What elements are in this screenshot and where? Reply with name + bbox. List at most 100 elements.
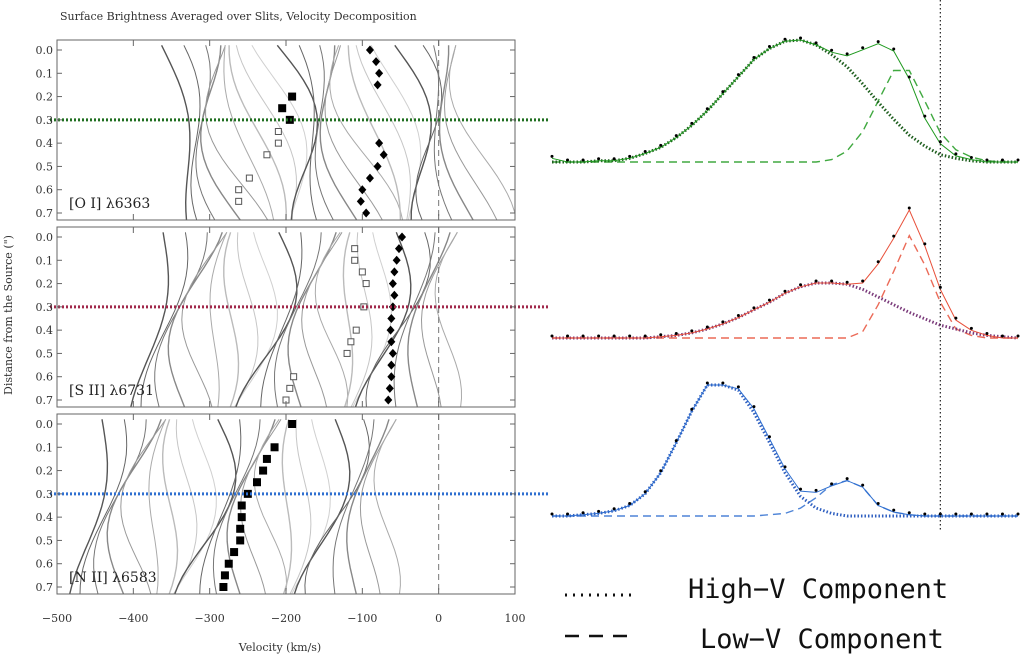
- spectrum-data-point: [612, 157, 616, 161]
- high-v-marker: [219, 583, 228, 591]
- spectrum-data-point: [907, 206, 911, 210]
- y-tick-label: 0.7: [36, 207, 54, 220]
- open-square-marker: [263, 151, 271, 159]
- low-v-marker: [373, 80, 382, 90]
- spectrum-data-point: [628, 334, 632, 338]
- panel-frame: [56, 39, 516, 221]
- high-v-marker: [224, 559, 233, 568]
- y-tick-label: 0.7: [36, 394, 54, 407]
- low-v-marker: [394, 244, 403, 254]
- high-v-marker: [236, 524, 245, 533]
- spectrum-data-point: [752, 306, 756, 310]
- spectrum-data-point: [830, 279, 834, 283]
- x-axis-label: Velocity (km/s): [238, 641, 321, 654]
- spectrum-data-point: [969, 156, 973, 160]
- low-v-marker: [390, 267, 399, 277]
- spectrum-data-point: [566, 158, 570, 162]
- spectrum-data-point: [674, 331, 678, 335]
- spectrum-data-point: [845, 477, 849, 481]
- low-v-marker: [358, 185, 367, 195]
- high-v-marker: [285, 115, 294, 124]
- high-v-marker: [259, 466, 268, 475]
- open-square-marker: [352, 326, 360, 334]
- low-v-marker: [365, 173, 374, 183]
- high-v-component-curve: [552, 383, 1018, 518]
- y-tick-label: 0.4: [36, 511, 54, 524]
- spectrum-data-point: [581, 511, 585, 515]
- spectrum-data-point: [674, 134, 678, 138]
- y-tick-label: 0.3: [36, 488, 54, 501]
- spectrum-data-point: [814, 279, 818, 283]
- spectrum-data-point: [659, 469, 663, 473]
- y-tick-label: 0.6: [36, 558, 54, 571]
- panel-frame: [56, 226, 516, 408]
- spectrum-data-point: [814, 41, 818, 45]
- spectrum-data-point: [969, 512, 973, 516]
- legend-high-v-label: High−V Component: [688, 574, 948, 605]
- spectrum-data-point: [767, 435, 771, 439]
- spectrum-data-point: [659, 143, 663, 147]
- spectrum-data-point: [938, 140, 942, 144]
- low-v-marker: [373, 161, 382, 171]
- spectrum-data-point: [643, 149, 647, 153]
- spectrum-data-point: [690, 121, 694, 125]
- y-tick-label: 0.4: [36, 137, 54, 150]
- spectrum-data-point: [814, 488, 818, 492]
- high-v-marker: [236, 536, 245, 545]
- open-square-marker: [235, 186, 243, 194]
- y-tick-label: 0.0: [36, 418, 54, 431]
- spectrum-data-point: [752, 405, 756, 409]
- spectrum-data-point: [938, 512, 942, 516]
- spectrum-data-point: [923, 114, 927, 118]
- open-square-marker: [343, 349, 351, 357]
- y-tick-label: 0.2: [36, 465, 54, 478]
- spectrum-data-point: [705, 107, 709, 111]
- low-v-marker: [390, 290, 399, 300]
- open-square-marker: [358, 268, 366, 276]
- y-tick-label: 0.1: [36, 254, 54, 267]
- spectrum-data-point: [799, 283, 803, 287]
- spectrum-data-point: [923, 512, 927, 516]
- spectrum-data-point: [736, 314, 740, 318]
- low-v-marker: [387, 372, 396, 382]
- spectrum-fit-curve: [551, 39, 1018, 163]
- low-v-marker: [385, 383, 394, 393]
- high-v-marker: [278, 104, 287, 113]
- low-v-marker: [386, 325, 395, 335]
- low-v-component-curve: [552, 69, 1018, 163]
- high-v-marker: [220, 571, 229, 580]
- spectrum-fit-curve: [552, 208, 1018, 339]
- x-tick-label: −500: [42, 612, 72, 625]
- spectrum-data-point: [892, 234, 896, 238]
- panel-line-label: [N II] λ6583: [69, 570, 157, 586]
- x-tick-label: 0: [435, 612, 442, 625]
- spectrum-data-point: [799, 36, 803, 40]
- open-square-marker: [290, 373, 298, 381]
- y-tick-label: 0.3: [36, 301, 54, 314]
- spectrum-data-point: [861, 46, 865, 50]
- spectrum-data-point: [876, 502, 880, 506]
- open-square-marker: [286, 384, 294, 392]
- spectrum-data-point: [861, 279, 865, 283]
- spectrum-data-point: [845, 280, 849, 284]
- spectrum-data-point: [550, 154, 554, 158]
- open-square-marker: [274, 128, 282, 135]
- spectrum-data-point: [1000, 512, 1004, 516]
- spectrum-data-point: [659, 333, 663, 337]
- contour-lines: [130, 231, 463, 407]
- spectrum-data-point: [705, 325, 709, 329]
- open-square-marker: [274, 139, 282, 147]
- spectrum-data-point: [581, 158, 585, 162]
- figure-title: Surface Brightness Averaged over Slits, …: [60, 10, 417, 23]
- high-v-component-curve: [552, 38, 1018, 164]
- y-tick-label: 0.2: [36, 91, 54, 104]
- spectrum-data-point: [907, 75, 911, 79]
- low-v-marker: [379, 150, 388, 160]
- spectrum-data-point: [985, 158, 989, 162]
- x-tick-label: −300: [195, 612, 225, 625]
- spectrum-data-point: [954, 152, 958, 156]
- spectrum-data-point: [721, 320, 725, 324]
- spectrum-data-point: [597, 334, 601, 338]
- high-v-marker: [252, 478, 261, 487]
- spectrum-data-point: [566, 512, 570, 516]
